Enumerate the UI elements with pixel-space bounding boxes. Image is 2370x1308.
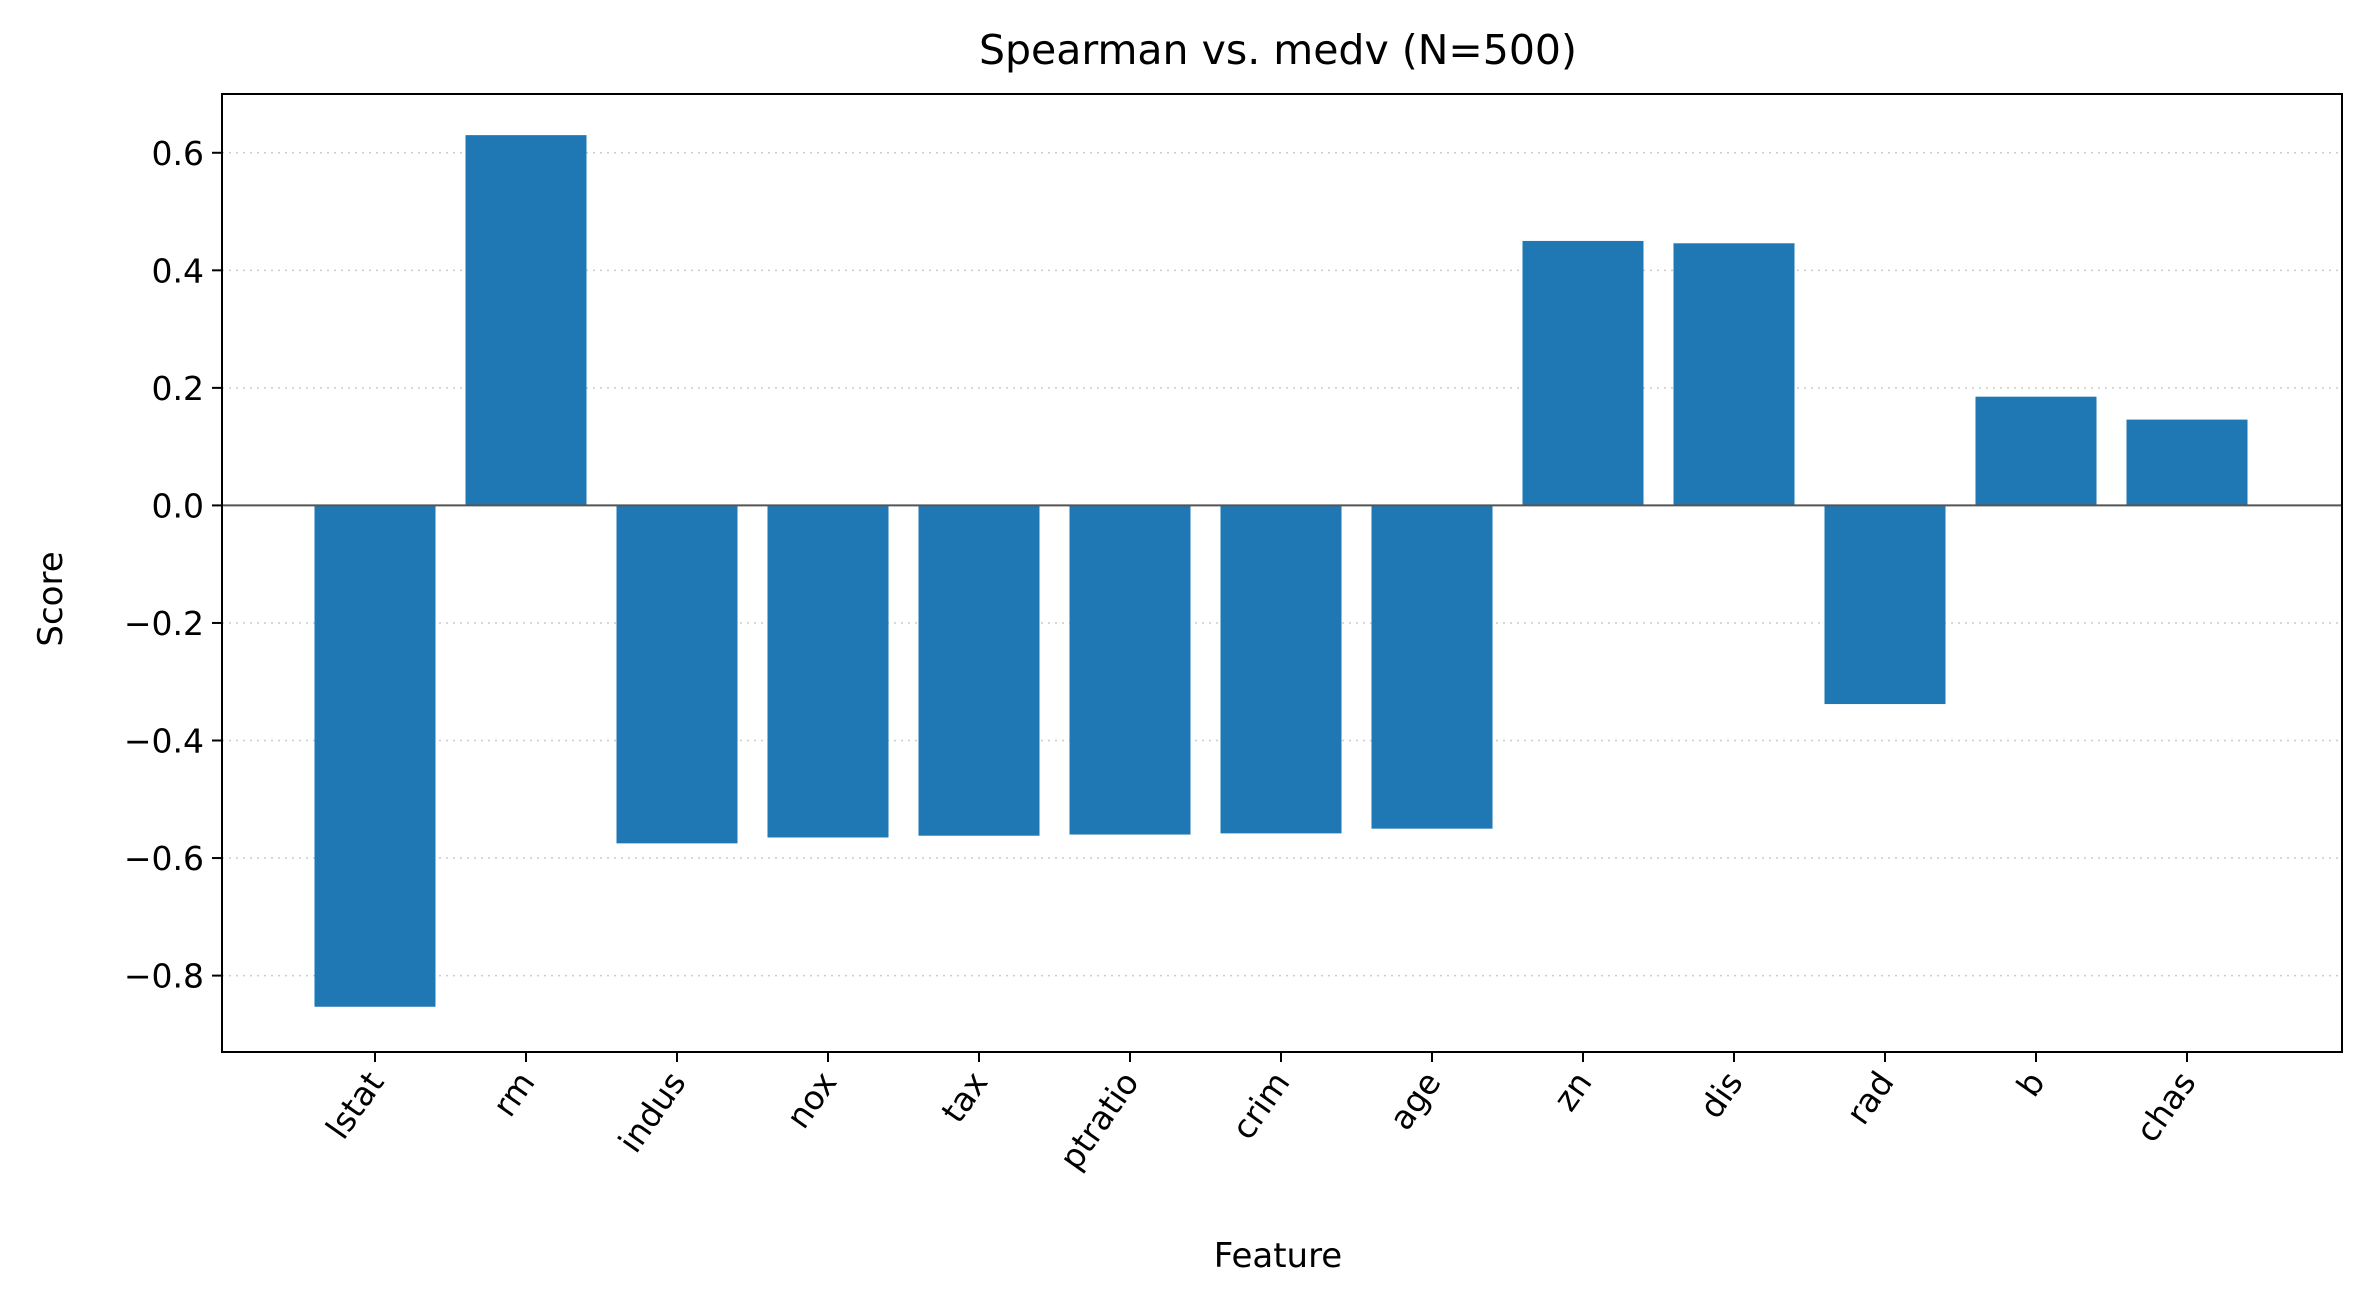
bar-zn bbox=[1522, 240, 1644, 506]
chart-title: Spearman vs. medv (N=500) bbox=[979, 26, 1577, 74]
bar-crim bbox=[1220, 505, 1342, 834]
x-tick-label-b: b bbox=[2009, 1064, 2053, 1104]
bar-nox bbox=[767, 505, 889, 838]
bar-rad bbox=[1824, 505, 1946, 705]
x-tick-label-indus: indus bbox=[610, 1064, 693, 1159]
bar-dis bbox=[1673, 243, 1795, 506]
bar-age bbox=[1371, 505, 1493, 829]
x-tick-label-rad: rad bbox=[1838, 1064, 1901, 1131]
bar-ptratio bbox=[1069, 505, 1191, 835]
x-tick-label-crim: crim bbox=[1224, 1064, 1298, 1146]
x-tick-label-lstat: lstat bbox=[318, 1064, 392, 1146]
bar-tax bbox=[918, 505, 1040, 836]
y-tick-label: −0.8 bbox=[124, 957, 204, 996]
y-tick-label: 0.2 bbox=[152, 369, 204, 408]
y-tick-label: 0.6 bbox=[152, 134, 204, 173]
x-tick-label-tax: tax bbox=[933, 1064, 995, 1130]
y-tick-label: 0.4 bbox=[152, 251, 204, 290]
x-tick-label-zn: zn bbox=[1546, 1064, 1600, 1118]
bar-indus bbox=[616, 505, 738, 844]
x-axis-title: Feature bbox=[1214, 1236, 1342, 1276]
x-tick-label-rm: rm bbox=[485, 1064, 543, 1123]
x-tick-label-dis: dis bbox=[1691, 1064, 1750, 1125]
y-tick-label: −0.6 bbox=[124, 839, 204, 878]
x-tick-label-chas: chas bbox=[2128, 1064, 2204, 1149]
bar-b bbox=[1975, 396, 2097, 506]
y-tick-label: −0.4 bbox=[124, 722, 204, 761]
x-tick-label-nox: nox bbox=[778, 1064, 844, 1135]
bar-lstat bbox=[314, 505, 436, 1007]
x-tick-label-age: age bbox=[1381, 1064, 1448, 1137]
bars bbox=[314, 135, 2248, 1007]
y-axis-ticks: −0.8 −0.6 −0.4 −0.2 0.0 0.2 0.4 0.6 bbox=[124, 134, 222, 996]
y-axis-title: Score bbox=[31, 551, 71, 646]
y-tick-label: 0.0 bbox=[152, 486, 204, 525]
y-tick-label: −0.2 bbox=[124, 604, 204, 643]
bar-rm bbox=[465, 135, 587, 506]
bar-chas bbox=[2126, 419, 2248, 506]
x-axis-ticks: lstat rm indus nox tax ptratio crim age zn dis rad… bbox=[318, 1052, 2204, 1177]
x-tick-label-ptratio: ptratio bbox=[1052, 1064, 1147, 1176]
